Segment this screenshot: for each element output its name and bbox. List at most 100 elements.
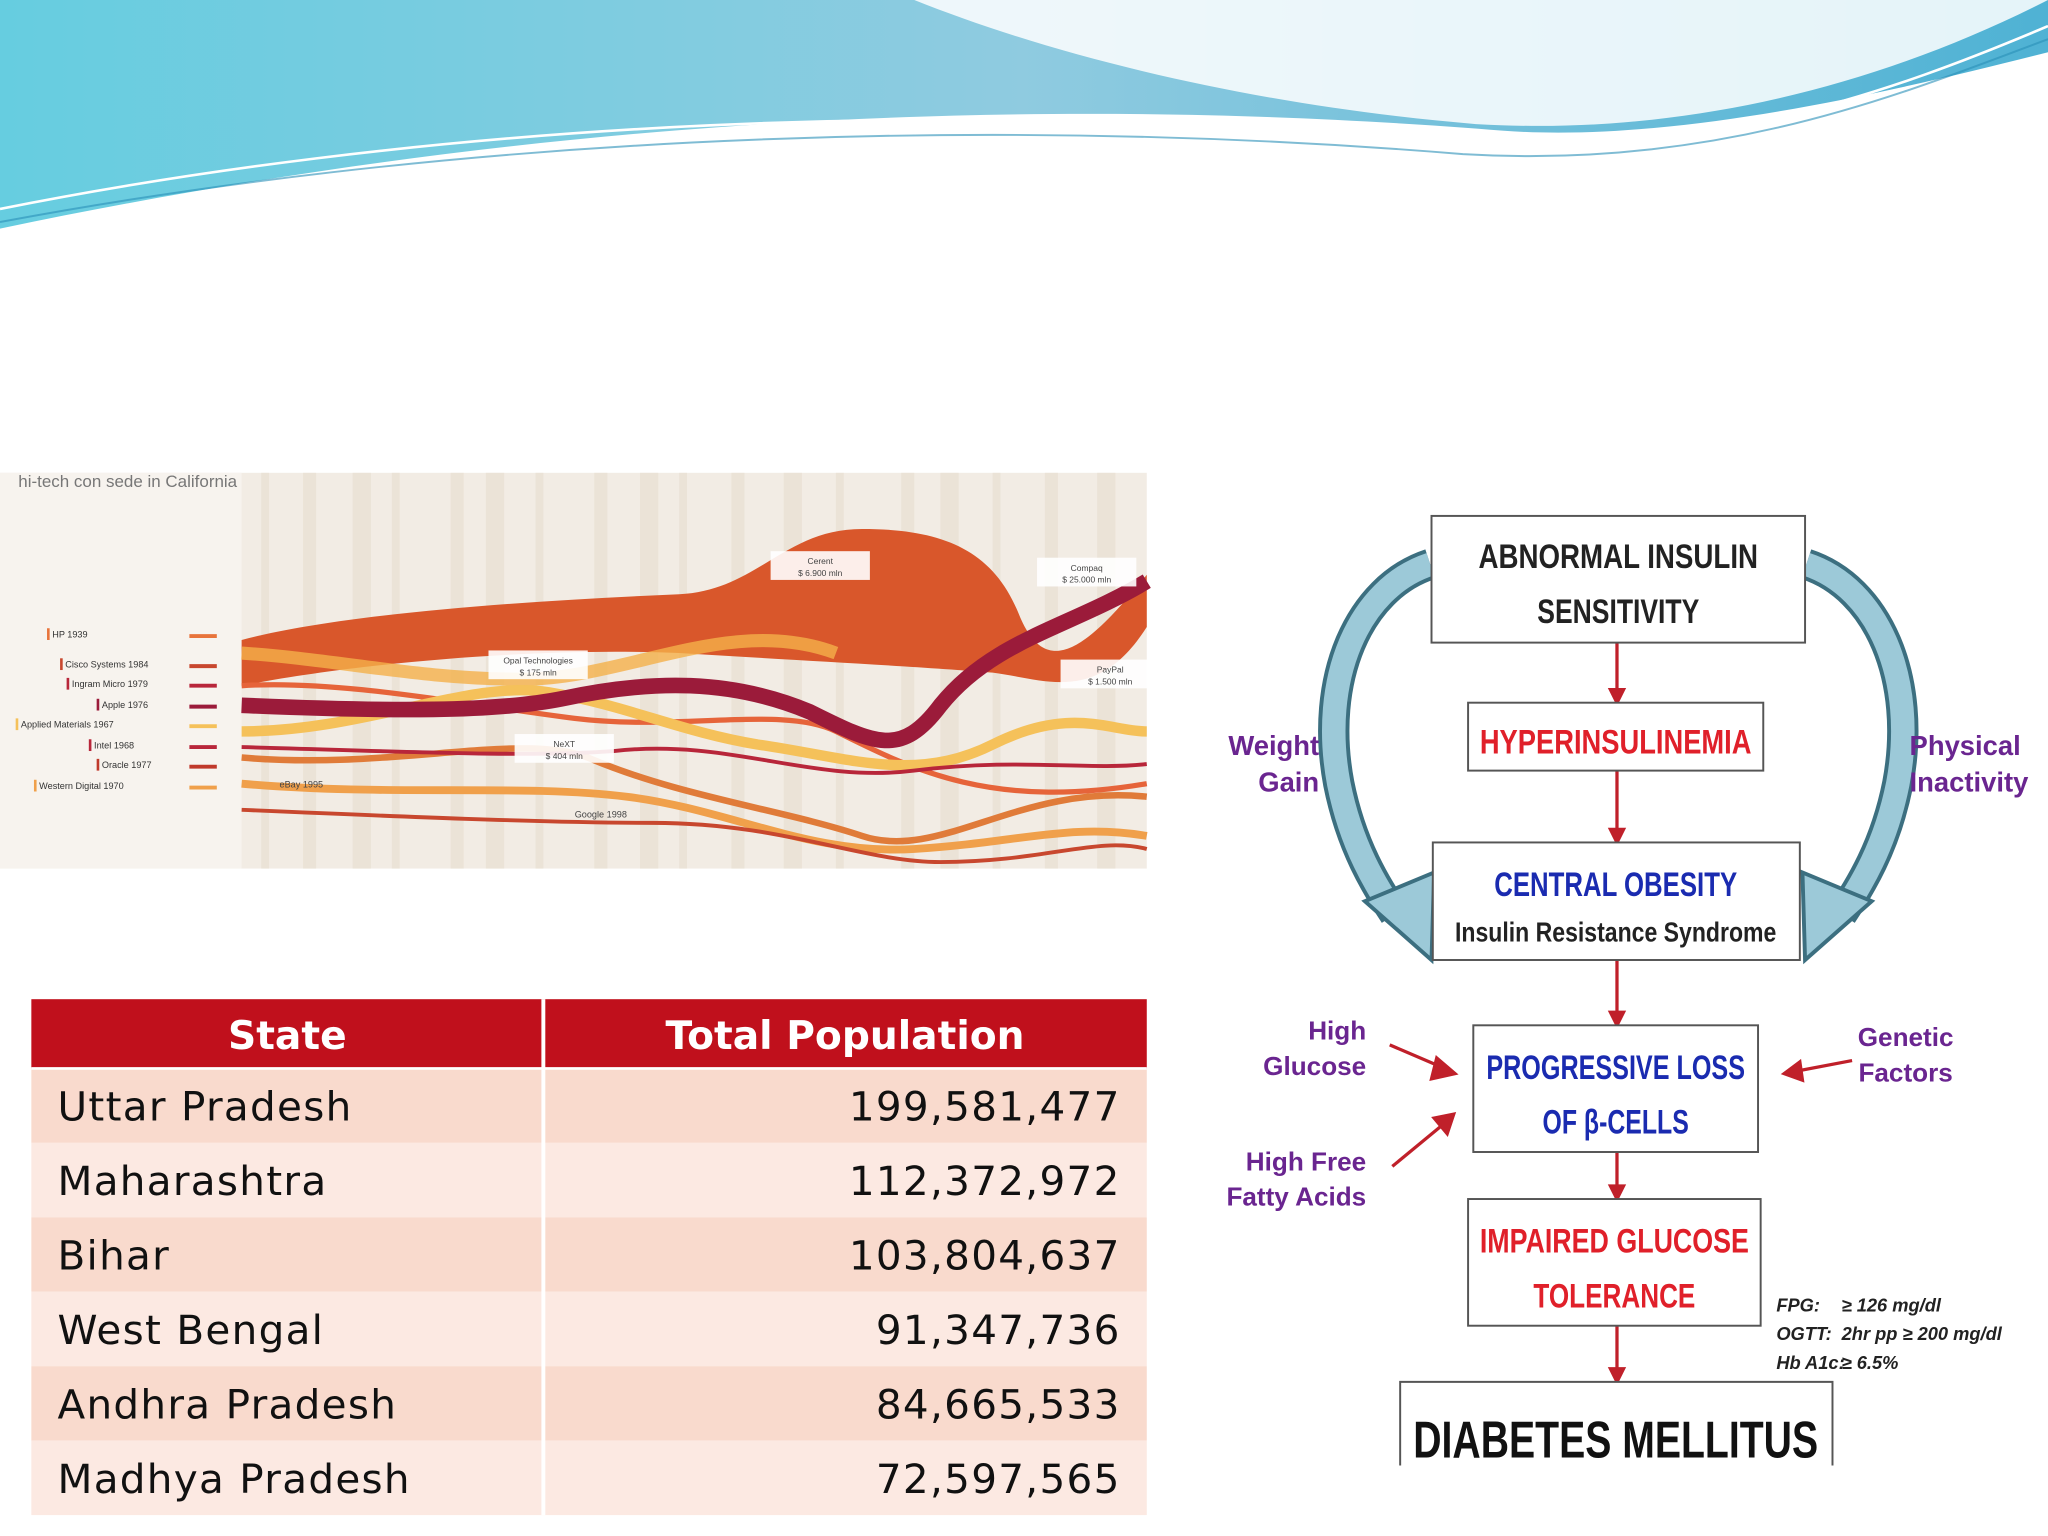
decoration-rect bbox=[1431, 841, 1801, 961]
decoration-line bbox=[1796, 1058, 1853, 1073]
table-row bbox=[31, 1068, 1147, 1143]
stream-title: hi-tech con sede in California bbox=[18, 472, 237, 491]
node-text: CENTRAL OBESITY bbox=[1494, 866, 1737, 904]
decoration-rect bbox=[1430, 514, 1807, 644]
table-cell: Madhya Pradesh bbox=[57, 1455, 410, 1503]
node-text: TOLERANCE bbox=[1533, 1277, 1695, 1315]
diagram: ABNORMAL INSULIN SENSITIVITY HYPERINSULI… bbox=[1212, 496, 2030, 1470]
side-label: Glucose bbox=[1263, 1051, 1366, 1081]
table-cell: 84,665,533 bbox=[876, 1380, 1121, 1428]
table-cell: Bihar bbox=[57, 1232, 170, 1280]
annotation-text: $ 1.500 mln bbox=[1088, 676, 1133, 686]
decoration-g: FPG: ≥ 126 mg/dl OGTT: 2hr pp ≥ 200 mg/dl Hb… bbox=[1776, 1294, 2002, 1372]
decoration-path bbox=[241, 807, 1148, 865]
decoration-path bbox=[1399, 1380, 1834, 1466]
node-text: OF β-CELLS bbox=[1543, 1104, 1689, 1142]
table-cell: 72,597,565 bbox=[876, 1455, 1121, 1503]
table-row bbox=[31, 1217, 1147, 1292]
decoration-path bbox=[914, 0, 2048, 126]
annotation-text: $ 25.000 mln bbox=[1062, 575, 1111, 585]
decoration-path bbox=[0, 38, 2048, 224]
table-row bbox=[31, 1366, 1147, 1441]
annotation-text: $ 6.900 mln bbox=[798, 568, 843, 578]
node-text: HYPERINSULINEMIA bbox=[1480, 724, 1752, 762]
decoration-path bbox=[241, 574, 1151, 749]
decoration-polygon bbox=[1607, 688, 1627, 707]
legend-label: HP 1939 bbox=[52, 629, 87, 639]
decoration-polygon bbox=[1607, 827, 1627, 847]
legend-label: Oracle 1977 bbox=[102, 760, 152, 770]
annotation-text: NeXT bbox=[553, 739, 575, 749]
stripe bbox=[940, 472, 959, 869]
legend-label: Western Digital 1970 bbox=[39, 781, 124, 791]
criteria-value: ≥ 126 mg/dl bbox=[1842, 1294, 1942, 1315]
decoration-polygon bbox=[1607, 1184, 1627, 1203]
side-label: Physical bbox=[1910, 730, 2021, 761]
annotation-box bbox=[770, 551, 870, 580]
decoration-polygon bbox=[1607, 1367, 1627, 1386]
decoration-path bbox=[241, 528, 1147, 686]
criteria-label: FPG: bbox=[1776, 1294, 1820, 1315]
decoration-path bbox=[241, 745, 1147, 775]
table-cell: 103,804,637 bbox=[849, 1232, 1121, 1280]
side-label: Fatty Acids bbox=[1226, 1182, 1366, 1212]
table: State Total Population Uttar Pradesh 199,58… bbox=[31, 999, 1147, 1516]
side-label: Gain bbox=[1258, 767, 1319, 798]
node-text: DIABETES MELLITUS bbox=[1413, 1412, 1818, 1470]
decoration-polygon bbox=[1429, 1055, 1459, 1082]
annotation-text: Compaq bbox=[1071, 563, 1103, 573]
side-label: High Free bbox=[1246, 1146, 1366, 1176]
decoration-path bbox=[241, 779, 1148, 854]
legend-label: Applied Materials 1967 bbox=[21, 720, 114, 730]
node-text: SENSITIVITY bbox=[1537, 593, 1699, 631]
stripe bbox=[835, 472, 844, 869]
annotation-text: $ 175 mln bbox=[520, 667, 557, 677]
stripe bbox=[731, 472, 745, 869]
criteria-value: 2hr pp ≥ 200 mg/dl bbox=[1841, 1323, 2003, 1344]
side-label: High bbox=[1308, 1016, 1366, 1046]
header-cell: State bbox=[228, 1014, 347, 1059]
criteria-label: OGTT: bbox=[1776, 1323, 1831, 1344]
decoration-rect bbox=[1467, 701, 1765, 772]
side-label: Weight bbox=[1228, 730, 1319, 761]
decoration-g: HP 1939 Cisco Systems 1984 Ingram Micro 19… bbox=[15, 628, 217, 792]
header-cell: Total Population bbox=[666, 1014, 1025, 1059]
decoration-polygon bbox=[1607, 1010, 1627, 1029]
side-label: Inactivity bbox=[1910, 767, 2030, 798]
legend-label: Cisco Systems 1984 bbox=[65, 659, 148, 669]
header-wave bbox=[0, 0, 2048, 229]
table-cell: 91,347,736 bbox=[876, 1306, 1121, 1354]
table-header bbox=[31, 999, 1147, 1069]
decoration-path bbox=[241, 682, 1148, 795]
legend-label: Intel 1968 bbox=[94, 740, 134, 750]
table-cell: Uttar Pradesh bbox=[57, 1083, 352, 1131]
decoration-rect bbox=[0, 472, 242, 869]
annotation-text: Cerent bbox=[808, 556, 834, 566]
stream-label: Google 1998 bbox=[575, 810, 627, 820]
table-cell: West Bengal bbox=[57, 1306, 324, 1354]
node-text: PROGRESSIVE LOSS bbox=[1486, 1049, 1745, 1087]
node-text: Insulin Resistance Syndrome bbox=[1455, 917, 1776, 948]
side-label: Genetic bbox=[1858, 1022, 1954, 1052]
decoration-g: Cerent $ 6.900 mln Compaq $ 25.000 mln Opal … bbox=[488, 551, 1160, 763]
annotation-box bbox=[488, 650, 588, 680]
decoration-line bbox=[1391, 1122, 1446, 1168]
decoration-path bbox=[1322, 553, 1435, 921]
annotation-box bbox=[1060, 659, 1160, 689]
streamgraph: hi-tech con sede in California HP 1939 Ci… bbox=[0, 472, 1160, 869]
decoration-polygon bbox=[1431, 1111, 1457, 1138]
stream-label: eBay 1995 bbox=[280, 780, 324, 790]
legend-label: Apple 1976 bbox=[102, 700, 148, 710]
node-text: IMPAIRED GLUCOSE bbox=[1480, 1223, 1749, 1261]
decoration-g bbox=[1399, 514, 1834, 1466]
node-text: ABNORMAL INSULIN bbox=[1479, 538, 1759, 576]
annotation-box bbox=[1037, 557, 1137, 587]
annotation-text: $ 404 mln bbox=[546, 751, 583, 761]
decoration-rect bbox=[1472, 1024, 1760, 1153]
decoration-path bbox=[0, 24, 2048, 211]
legend-label: Ingram Micro 1979 bbox=[72, 679, 148, 689]
decoration-path bbox=[1802, 553, 1915, 921]
